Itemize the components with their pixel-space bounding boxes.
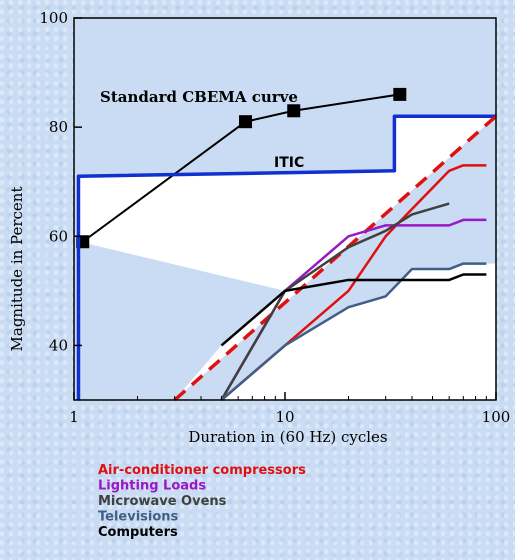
series-line-1	[76, 114, 496, 400]
series-line-5	[220, 202, 450, 401]
annotation-itic: ITIC	[274, 155, 304, 171]
y-axis-title: Magnitude in Percent	[8, 187, 26, 352]
data-layer	[76, 87, 498, 402]
y-tick-label-1: 60	[49, 227, 68, 245]
plot-area	[74, 18, 496, 400]
axis-layer: 40 60 80 100 1 10 100 Duration in (60 Hz) cycle…	[8, 9, 510, 446]
region-left	[79, 241, 285, 400]
legend-item-4: Computers	[98, 525, 178, 540]
x-tick-label-0: 1	[69, 408, 79, 426]
y-tick-label-0: 40	[49, 336, 68, 354]
cbema-marker-3	[393, 87, 407, 101]
cbema-marker-2	[287, 104, 301, 118]
y-tick-label-3: 100	[39, 9, 68, 27]
series-line-2	[173, 114, 498, 402]
legend-item-2: Microwave Ovens	[98, 494, 227, 509]
series-line-6	[220, 262, 487, 401]
annotation-layer: Standard CBEMA curve ITIC	[100, 88, 304, 171]
series-line-7	[220, 273, 487, 347]
annotation-cbema: Standard CBEMA curve	[100, 88, 298, 106]
y-tick-label-2: 80	[49, 118, 68, 136]
cbema-marker-1	[239, 115, 253, 129]
x-axis-title: Duration in (60 Hz) cycles	[188, 428, 387, 446]
x-tick-label-1: 10	[275, 408, 294, 426]
x-tick-label-2: 100	[482, 408, 511, 426]
region-between-curves	[86, 116, 496, 400]
region-above-itic	[74, 18, 496, 400]
legend-item-0: Air-conditioner compressors	[98, 463, 306, 478]
series-line-0	[82, 93, 400, 243]
legend-item-1: Lighting Loads	[98, 479, 206, 494]
legend-item-3: Televisions	[98, 510, 179, 525]
